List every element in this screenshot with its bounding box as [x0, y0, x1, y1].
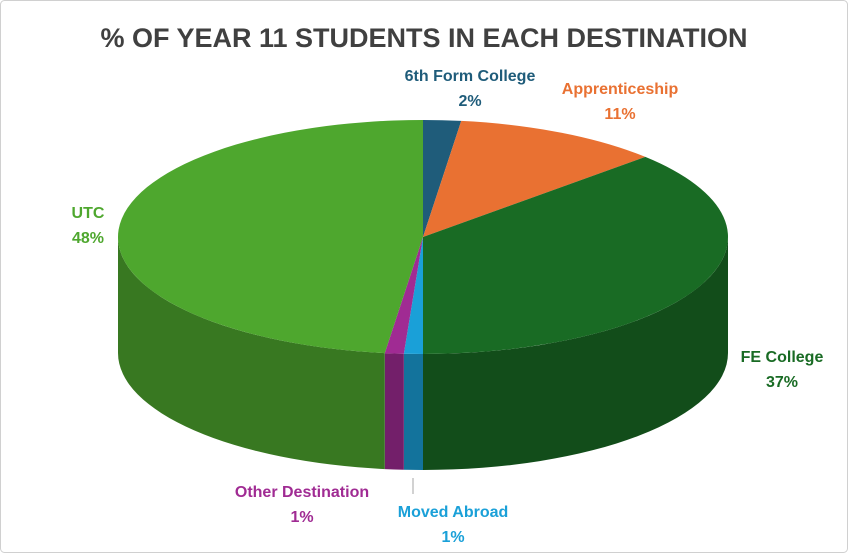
slice	[117, 120, 423, 354]
data-label-name: 6th Form College	[405, 68, 536, 85]
data-label-name: UTC	[72, 205, 105, 222]
slice-side	[384, 353, 404, 470]
slice	[423, 156, 729, 354]
data-label-name: FE College	[741, 349, 824, 366]
data-label-value: 1%	[290, 509, 313, 526]
slice	[423, 120, 646, 237]
slice-side	[403, 353, 423, 470]
chart-title: % OF YEAR 11 STUDENTS IN EACH DESTINATIO…	[100, 23, 747, 53]
data-label-value: 37%	[766, 374, 798, 391]
data-label-value: 1%	[441, 529, 464, 546]
slice-side	[118, 237, 385, 470]
data-label-name: Apprenticeship	[562, 81, 679, 98]
data-label-value: 48%	[72, 230, 104, 247]
data-label-value: 11%	[604, 106, 635, 123]
slice	[423, 120, 462, 237]
slice	[403, 237, 423, 354]
data-label-name: Moved Abroad	[398, 504, 509, 521]
slice	[384, 237, 423, 354]
slice-side	[423, 237, 728, 470]
data-label-value: 2%	[458, 93, 481, 110]
data-label-name: Other Destination	[235, 484, 369, 501]
